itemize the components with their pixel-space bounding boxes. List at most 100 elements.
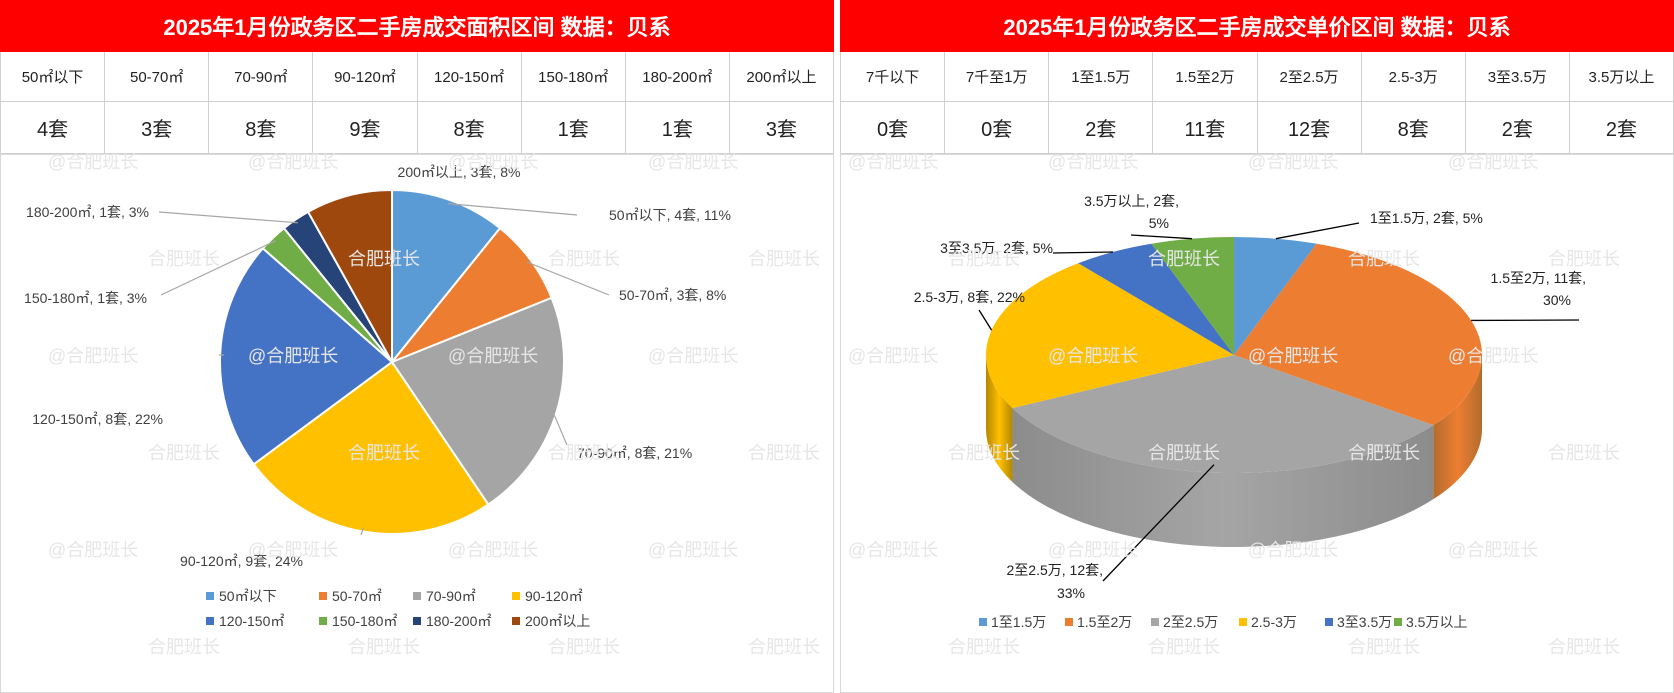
right-header-cell: 3.5万以上: [1570, 52, 1674, 101]
right-header-cell: 3至3.5万: [1466, 52, 1570, 101]
left-value-cell: 1套: [626, 102, 730, 153]
right-value-cell: 12套: [1258, 102, 1362, 153]
right-value-cell: 0套: [840, 102, 946, 153]
area-panel-title: 2025年1月份政务区二手房成交面积区间 数据：贝系: [0, 0, 834, 52]
price-data-label: 33%: [1057, 585, 1085, 601]
area-leader-lines: [158, 202, 610, 536]
price-data-label: 3至3.5万, 2套, 5%: [940, 240, 1053, 256]
right-header-cell: 1.5至2万: [1153, 52, 1258, 101]
right-header-cell: 2.5-3万: [1362, 52, 1466, 101]
area-leader-line: [447, 202, 578, 216]
area-data-label: 120-150㎡, 8套, 22%: [32, 411, 163, 427]
area-header-row: 50㎡以下 50-70㎡ 70-90㎡ 90-120㎡ 120-150㎡ 150-180㎡…: [0, 52, 834, 102]
area-panel: 2025年1月份政务区二手房成交面积区间 数据：贝系 50㎡以下 50-70㎡ 70…: [0, 0, 834, 693]
area-legend-label: 200㎡以上: [525, 613, 590, 629]
left-header-cell: 180-200㎡: [626, 52, 730, 101]
price-chart-box: 1至1.5万, 2套, 5% 1.5至2万, 11套, 30% 2至2.5万, 12套…: [840, 154, 1674, 693]
area-data-label: 70-90㎡, 8套, 21%: [577, 445, 692, 461]
area-data-label: 200㎡以上, 3套, 8%: [398, 164, 521, 180]
right-value-cell: 2套: [1049, 102, 1154, 153]
price-leader-line: [978, 309, 993, 331]
area-leader-line: [360, 527, 365, 536]
price-legend-swatch: [1151, 618, 1159, 626]
price-legend-label: 1至1.5万: [991, 614, 1046, 630]
right-value-cell: 0套: [945, 102, 1050, 153]
right-header-cell: 2至2.5万: [1258, 52, 1362, 101]
price-slice: [1234, 243, 1483, 426]
price-slice-side: [1012, 408, 1434, 547]
left-value-cell: 4套: [0, 102, 106, 153]
price-legend: 1至1.5万 1.5至2万 2至2.5万 2.5-3万 3至3.5万 3.5万以上: [979, 614, 1467, 630]
price-header-row: 7千以下 7千至1万 1至1.5万 1.5至2万 2至2.5万 2.5-3万 3至3.5万 3…: [840, 52, 1674, 102]
price-panel-title: 2025年1月份政务区二手房成交单价区间 数据：贝系: [840, 0, 1674, 52]
left-value-cell: 8套: [418, 102, 522, 153]
right-value-cell: 8套: [1362, 102, 1466, 153]
price-leader-line: [1130, 234, 1193, 240]
price-slice: [1234, 237, 1317, 355]
area-legend-swatch: [413, 592, 421, 600]
area-legend-label: 180-200㎡: [426, 613, 491, 629]
area-legend-label: 50-70㎡: [332, 588, 382, 604]
area-legend-swatch: [206, 617, 214, 625]
area-slice: [252, 360, 490, 535]
area-legend: 50㎡以下 50-70㎡ 70-90㎡ 90-120㎡ 120-150㎡ 150-180㎡…: [206, 588, 590, 629]
price-legend-swatch: [1065, 618, 1073, 626]
price-legend-label: 1.5至2万: [1077, 614, 1132, 630]
price-data-label: 30%: [1543, 292, 1571, 308]
price-slice-side: [986, 355, 1013, 483]
right-header-cell: 1至1.5万: [1049, 52, 1154, 101]
left-value-cell: 9套: [313, 102, 418, 153]
area-leader-line: [160, 240, 277, 296]
area-value-row: 4套 3套 8套 9套 8套 1套 1套 3套: [0, 102, 834, 154]
left-value-cell: 8套: [209, 102, 314, 153]
area-legend-label: 150-180㎡: [332, 613, 397, 629]
right-header-cell: 7千以下: [840, 52, 946, 101]
left-header-cell: 150-180㎡: [522, 52, 626, 101]
price-data-label: 2至2.5万, 12套,: [1007, 562, 1104, 578]
area-data-label: 50㎡以下, 4套, 11%: [609, 207, 731, 223]
left-value-cell: 3套: [730, 102, 834, 153]
area-chart-box: 50㎡以下, 4套, 11% 50-70㎡, 3套, 8% 70-90㎡, 8套, …: [0, 154, 834, 693]
price-value-row: 0套 0套 2套 11套 12套 8套 2套 2套: [840, 102, 1674, 154]
price-slice: [1078, 243, 1234, 355]
right-value-cell: 11套: [1153, 102, 1258, 153]
price-legend-swatch: [979, 618, 987, 626]
left-value-cell: 1套: [522, 102, 626, 153]
left-header-cell: 50㎡以下: [0, 52, 106, 101]
area-slices: [219, 188, 565, 535]
price-slices: [986, 237, 1483, 474]
price-data-label: 3.5万以上, 2套,: [1084, 193, 1179, 209]
area-leader-line: [526, 261, 610, 296]
area-legend-label: 90-120㎡: [525, 588, 583, 604]
price-leader-line: [1052, 251, 1114, 254]
area-leader-line: [552, 410, 568, 446]
price-leader-lines: [978, 222, 1580, 582]
price-legend-swatch: [1239, 618, 1247, 626]
price-slice-sides: [986, 355, 1482, 547]
price-legend-label: 2.5-3万: [1251, 614, 1297, 630]
right-value-cell: 2套: [1570, 102, 1674, 153]
price-slice-side: [1433, 355, 1482, 500]
left-header-cell: 120-150㎡: [418, 52, 522, 101]
price-leader-line: [1275, 222, 1360, 240]
price-legend-label: 3.5万以上: [1406, 614, 1467, 630]
price-legend-swatch: [1325, 618, 1333, 626]
area-legend-swatch: [206, 592, 214, 600]
price-pie-chart-3d: 1至1.5万, 2套, 5% 1.5至2万, 11套, 30% 2至2.5万, 12套…: [914, 193, 1586, 630]
area-data-label: 90-120㎡, 9套, 24%: [180, 553, 303, 569]
right-value-cell: 2套: [1466, 102, 1570, 153]
price-legend-label: 2至2.5万: [1163, 614, 1218, 630]
area-slice: [306, 188, 393, 366]
area-legend-swatch: [319, 617, 327, 625]
area-leader-line: [158, 211, 298, 224]
left-header-cell: 90-120㎡: [313, 52, 418, 101]
area-legend-label: 120-150㎡: [219, 613, 284, 629]
area-slice: [390, 296, 565, 506]
left-header-cell: 70-90㎡: [209, 52, 314, 101]
price-slice: [986, 263, 1234, 409]
price-data-label: 1.5至2万, 11套,: [1491, 270, 1586, 286]
area-data-label: 150-180㎡, 1套, 3%: [24, 290, 147, 306]
area-data-label: 50-70㎡, 3套, 8%: [619, 287, 726, 303]
area-legend-swatch: [512, 617, 520, 625]
area-pie-chart: 50㎡以下, 4套, 11% 50-70㎡, 3套, 8% 70-90㎡, 8套, …: [24, 164, 731, 629]
